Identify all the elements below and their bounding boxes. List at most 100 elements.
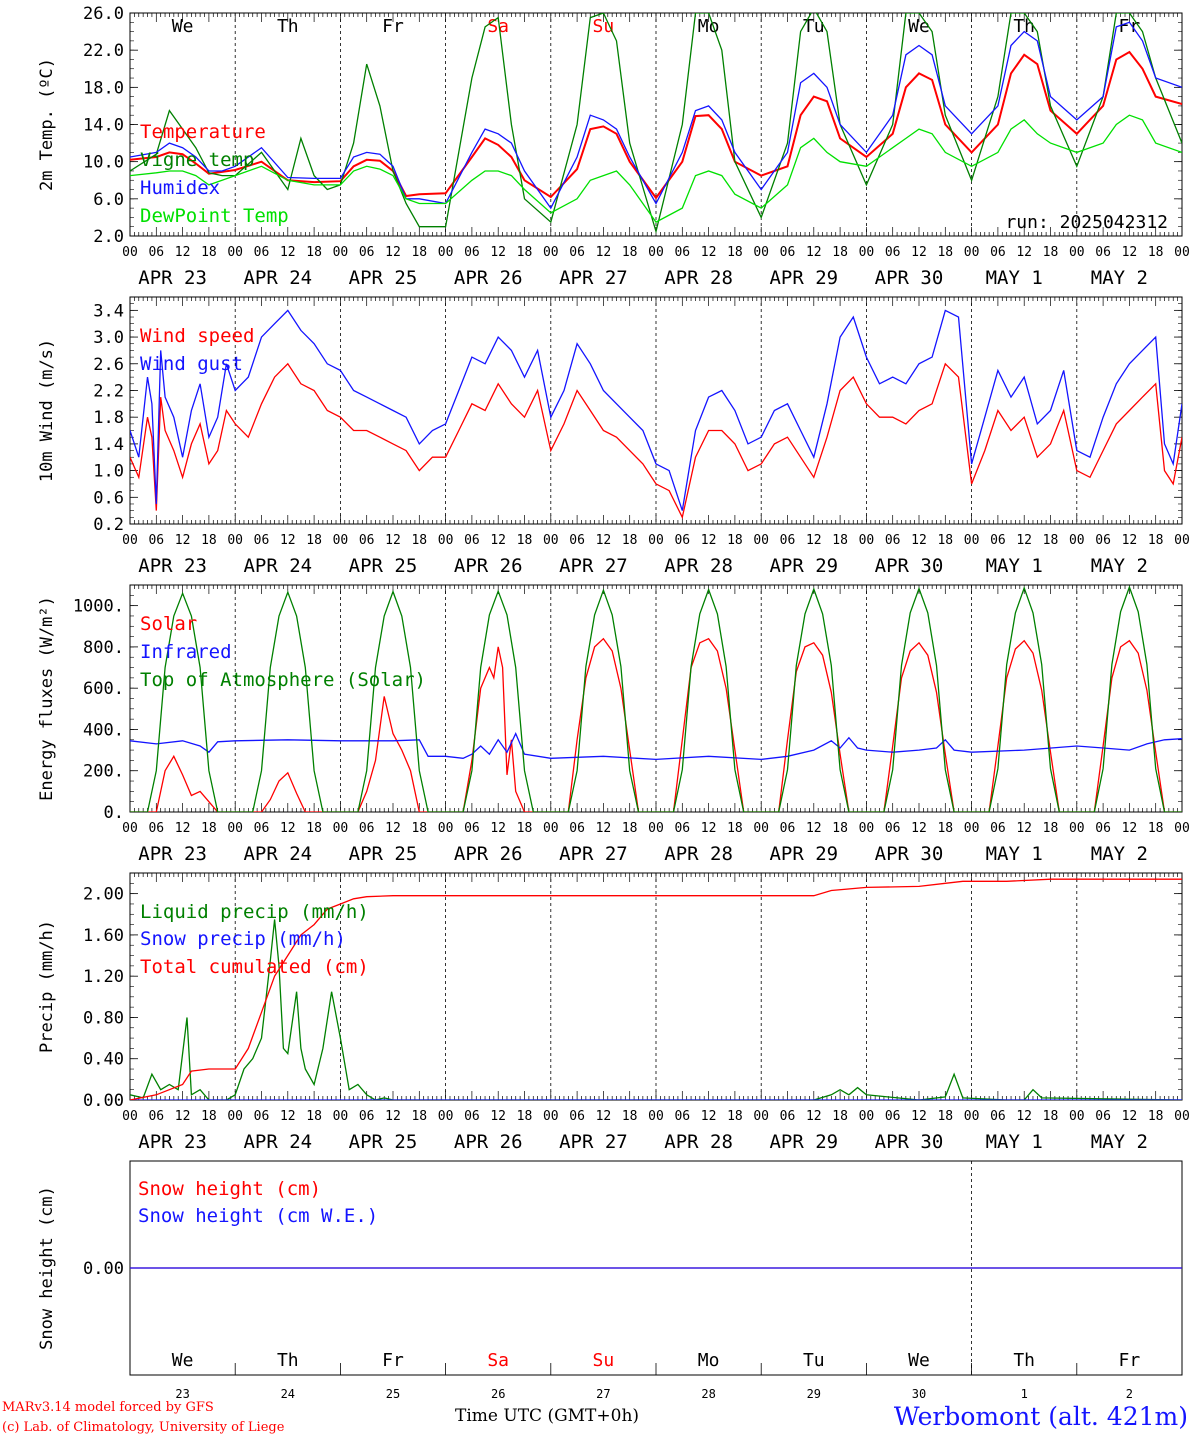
hour-tick-label: 12	[280, 1109, 296, 1124]
hour-tick-label: 18	[937, 821, 953, 836]
weekday-label: Th	[277, 16, 299, 37]
hour-tick-label: 00	[333, 821, 349, 836]
y-tick-label: 200.	[83, 762, 124, 782]
hour-tick-label: 12	[701, 533, 717, 548]
hour-tick-label: 12	[385, 245, 401, 260]
day-label: MAY 1	[986, 555, 1043, 577]
day-label: APR 27	[559, 843, 628, 865]
hour-tick-label: 12	[596, 1109, 612, 1124]
hour-tick-label: 06	[780, 533, 796, 548]
hour-tick-label: 00	[648, 533, 664, 548]
day-number-label: 1	[1021, 1387, 1028, 1401]
hour-tick-label: 06	[464, 245, 480, 260]
hour-tick-label: 12	[490, 821, 506, 836]
y-tick-label: 1.60	[83, 926, 124, 946]
hour-tick-label: 00	[753, 533, 769, 548]
hour-tick-label: 00	[122, 1109, 138, 1124]
hour-tick-label: 12	[175, 245, 191, 260]
y-tick-label: 400.	[83, 720, 124, 740]
day-number-label: 29	[807, 1387, 821, 1401]
y-tick-label: 2.6	[93, 355, 124, 375]
hour-tick-label: 00	[753, 1109, 769, 1124]
hour-tick-label: 06	[674, 533, 690, 548]
legend-entry: Liquid precip (mm/h)	[140, 901, 369, 923]
hour-tick-label: 06	[990, 821, 1006, 836]
hour-tick-label: 12	[596, 245, 612, 260]
hour-tick-label: 12	[806, 245, 822, 260]
day-label: APR 24	[243, 267, 312, 289]
y-tick-label: 1000.	[73, 597, 124, 617]
hour-tick-label: 00	[1069, 821, 1085, 836]
day-label: APR 30	[875, 555, 944, 577]
day-label: MAY 2	[1091, 555, 1148, 577]
panel-snow: We Th Fr Sa Su Mo Tu We Th Fr 23 24 25 26 27 28 29 30 1 2 0.…	[37, 1160, 1183, 1401]
day-label: APR 28	[664, 555, 733, 577]
weekday-label: Th	[277, 1350, 299, 1371]
hour-tick-label: 06	[254, 245, 270, 260]
hour-tick-label: 18	[201, 821, 217, 836]
y-tick-label: 2.2	[93, 381, 124, 401]
hour-tick-label: 00	[1174, 245, 1190, 260]
hour-tick-label: 18	[727, 533, 743, 548]
weekday-label: Su	[593, 1350, 615, 1371]
panel-temp: 00 06 12 18 00 06 12 18 00 06 12 18 00 06 12 18 00 06 12 18…	[37, 4, 1190, 289]
y-tick-label: 0.40	[83, 1050, 124, 1070]
hour-tick-label: 18	[411, 245, 427, 260]
y-tick-label: 14.0	[83, 116, 124, 136]
hour-tick-label: 06	[885, 821, 901, 836]
day-label: MAY 1	[986, 1131, 1043, 1153]
hour-tick-label: 06	[885, 1109, 901, 1124]
legend-entry: Total cumulated (cm)	[140, 956, 369, 978]
series-line-wind-speed	[130, 362, 1182, 520]
hour-tick-label: 06	[359, 245, 375, 260]
hour-tick-label: 12	[280, 821, 296, 836]
day-label: APR 29	[769, 843, 838, 865]
hour-tick-label: 00	[122, 245, 138, 260]
day-label: APR 28	[664, 1131, 733, 1153]
hour-tick-label: 18	[622, 1109, 638, 1124]
hour-tick-label: 18	[832, 245, 848, 260]
hour-tick-label: 00	[227, 245, 243, 260]
hour-tick-label: 18	[411, 533, 427, 548]
weekday-label: Fr	[1119, 1350, 1141, 1371]
hour-tick-label: 06	[569, 533, 585, 548]
y-tick-label: 1.4	[93, 435, 124, 455]
y-axis-label: 2m Temp. (ºC)	[37, 58, 57, 191]
hour-tick-label: 06	[359, 1109, 375, 1124]
hour-tick-label: 18	[517, 821, 533, 836]
hour-tick-label: 00	[438, 821, 454, 836]
hour-tick-label: 18	[832, 821, 848, 836]
hour-tick-label: 06	[148, 533, 164, 548]
day-number-label: 28	[701, 1387, 715, 1401]
y-tick-label: 1.8	[93, 408, 124, 428]
hour-tick-label: 00	[648, 245, 664, 260]
legend-entry: Snow height (cm)	[138, 1178, 321, 1200]
hour-tick-label: 12	[490, 245, 506, 260]
hour-tick-label: 12	[385, 821, 401, 836]
hour-tick-label: 12	[596, 821, 612, 836]
y-tick-label: 0.6	[93, 488, 124, 508]
day-number-label: 27	[596, 1387, 610, 1401]
hour-tick-label: 00	[227, 821, 243, 836]
hour-tick-label: 00	[227, 1109, 243, 1124]
weekday-label: Mo	[698, 1350, 720, 1371]
hour-tick-label: 06	[990, 245, 1006, 260]
hour-tick-label: 18	[201, 533, 217, 548]
day-number-label: 26	[491, 1387, 505, 1401]
day-label: APR 29	[769, 1131, 838, 1153]
hour-tick-label: 06	[359, 821, 375, 836]
hour-tick-label: 06	[464, 533, 480, 548]
hour-tick-label: 00	[648, 821, 664, 836]
hour-tick-label: 12	[911, 821, 927, 836]
hour-tick-label: 18	[622, 821, 638, 836]
hour-tick-label: 06	[1095, 821, 1111, 836]
hour-tick-label: 18	[937, 533, 953, 548]
day-number-label: 2	[1126, 1387, 1133, 1401]
hour-tick-label: 06	[674, 1109, 690, 1124]
weekday-label: We	[172, 1350, 194, 1371]
day-label: APR 29	[769, 267, 838, 289]
y-tick-label: 0.	[104, 803, 124, 823]
hour-tick-label: 06	[569, 821, 585, 836]
y-tick-label: 800.	[83, 638, 124, 658]
day-label: APR 25	[349, 267, 418, 289]
